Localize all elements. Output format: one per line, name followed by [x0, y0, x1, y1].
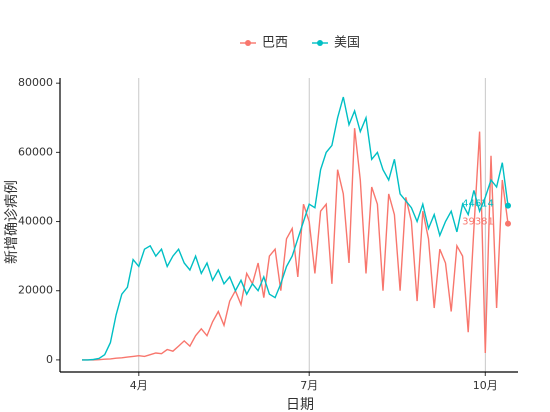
legend-key-dot	[245, 40, 251, 46]
y-tick-label: 0	[46, 353, 53, 366]
y-tick-label: 80000	[18, 76, 53, 89]
end-point	[505, 202, 511, 209]
y-tick-label: 20000	[18, 284, 53, 297]
series-line	[82, 128, 509, 361]
x-tick-label: 10月	[473, 379, 498, 392]
x-tick-label: 7月	[300, 379, 318, 392]
y-tick-label: 40000	[18, 215, 53, 228]
end-label: 44614	[462, 199, 494, 210]
x-tick-label: 4月	[130, 379, 148, 392]
end-label: 39381	[462, 217, 494, 228]
legend-label: 巴西	[262, 36, 288, 51]
legend-key-dot	[317, 40, 323, 46]
y-axis-title: 新增确诊病例	[4, 180, 20, 264]
y-tick-label: 60000	[18, 145, 53, 158]
end-point	[505, 220, 511, 227]
x-axis-title: 日期	[286, 397, 314, 412]
legend-label: 美国	[334, 36, 360, 51]
series-line	[82, 96, 509, 361]
